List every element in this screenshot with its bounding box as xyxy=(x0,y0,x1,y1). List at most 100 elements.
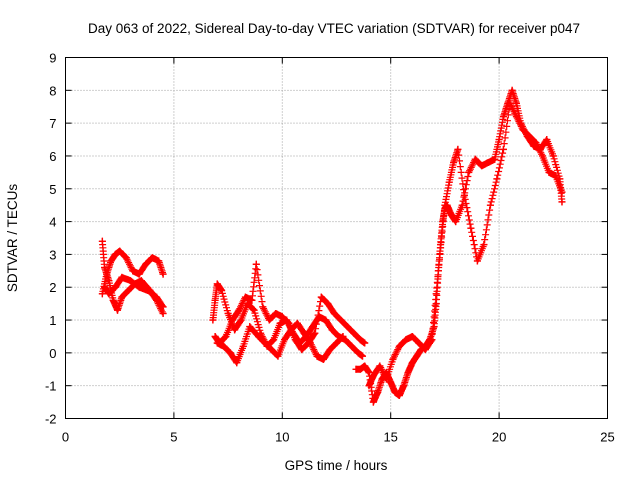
data-point xyxy=(265,316,273,324)
series-trace-h xyxy=(365,99,566,390)
data-point xyxy=(508,86,516,94)
data-point xyxy=(239,342,247,350)
x-tick-label: 25 xyxy=(600,430,614,445)
data-point xyxy=(226,349,234,357)
data-point xyxy=(369,372,377,380)
data-point xyxy=(365,382,373,390)
data-point xyxy=(337,316,345,324)
data-point xyxy=(261,339,269,347)
data-point xyxy=(361,339,369,347)
data-point xyxy=(491,155,499,163)
x-tick-label: 10 xyxy=(275,430,289,445)
data-point xyxy=(137,277,145,285)
data-point xyxy=(122,254,130,262)
data-point xyxy=(209,316,217,324)
data-point xyxy=(339,332,347,340)
data-point xyxy=(287,326,295,334)
data-point xyxy=(356,336,364,344)
y-tick-label: 3 xyxy=(49,247,56,262)
data-point xyxy=(428,336,436,344)
data-point xyxy=(246,323,254,331)
data-point xyxy=(155,257,163,265)
data-point xyxy=(400,382,408,390)
data-point xyxy=(278,313,286,321)
data-point xyxy=(382,375,390,383)
data-point xyxy=(135,270,143,278)
data-point xyxy=(114,306,122,314)
data-point xyxy=(116,247,124,255)
data-point xyxy=(408,332,416,340)
data-point xyxy=(319,355,327,363)
data-point xyxy=(222,332,230,340)
data-point xyxy=(447,211,455,219)
data-point xyxy=(298,346,306,354)
data-point xyxy=(159,303,167,311)
data-point xyxy=(333,339,340,347)
data-series xyxy=(98,86,566,406)
data-point xyxy=(250,306,258,314)
data-point xyxy=(311,329,319,337)
data-point xyxy=(441,201,449,209)
data-point xyxy=(109,296,117,304)
data-point xyxy=(389,355,397,363)
y-axis-label: SDTVAR / TECUs xyxy=(5,184,20,293)
data-point xyxy=(350,329,358,337)
data-point xyxy=(124,287,132,295)
y-tick-label: 6 xyxy=(49,149,56,164)
data-point xyxy=(300,329,308,337)
y-tick-label: 5 xyxy=(49,182,56,197)
data-point xyxy=(144,287,152,295)
data-point xyxy=(280,336,288,344)
data-point xyxy=(233,359,241,367)
data-point xyxy=(235,306,243,314)
data-point xyxy=(142,260,150,268)
data-point xyxy=(135,283,143,291)
data-point xyxy=(493,175,501,183)
data-point xyxy=(545,168,553,176)
data-point xyxy=(107,257,115,265)
data-point xyxy=(558,188,566,196)
data-point xyxy=(326,346,334,354)
data-point xyxy=(272,309,280,317)
data-point xyxy=(519,126,527,134)
data-point xyxy=(129,267,137,275)
data-point xyxy=(415,339,423,347)
series-trace-e xyxy=(211,260,369,354)
data-point xyxy=(231,326,239,334)
data-point xyxy=(285,319,293,327)
data-point xyxy=(220,342,228,350)
data-point xyxy=(499,145,507,153)
data-point xyxy=(103,270,111,278)
data-point xyxy=(486,201,494,209)
data-point xyxy=(228,316,236,324)
y-tick-label: 7 xyxy=(49,116,56,131)
data-point xyxy=(395,342,403,350)
data-point xyxy=(118,293,126,301)
data-point xyxy=(211,296,219,304)
data-point xyxy=(313,352,321,360)
data-point xyxy=(374,388,382,396)
x-tick-label: 15 xyxy=(383,430,397,445)
data-point xyxy=(343,323,351,331)
data-point xyxy=(467,224,475,232)
y-tick-label: 1 xyxy=(49,313,56,328)
data-point xyxy=(359,352,367,360)
data-point xyxy=(213,280,221,288)
data-point xyxy=(473,257,481,265)
data-point xyxy=(252,260,260,268)
x-axis-label: GPS time / hours xyxy=(285,458,388,473)
data-point xyxy=(369,398,377,406)
axis-ticks: 0 5 10 15 20 25 -2 -1 0 1 2 3 4 5 6 7 8 9 xyxy=(45,51,615,445)
data-point xyxy=(317,293,325,301)
data-point xyxy=(452,218,460,226)
series-trace-c xyxy=(101,273,167,311)
data-point xyxy=(248,296,256,304)
data-point xyxy=(254,332,262,340)
data-point xyxy=(421,346,429,354)
grid xyxy=(65,57,608,419)
data-point xyxy=(543,136,551,144)
data-point xyxy=(551,172,559,180)
data-point xyxy=(387,378,395,386)
